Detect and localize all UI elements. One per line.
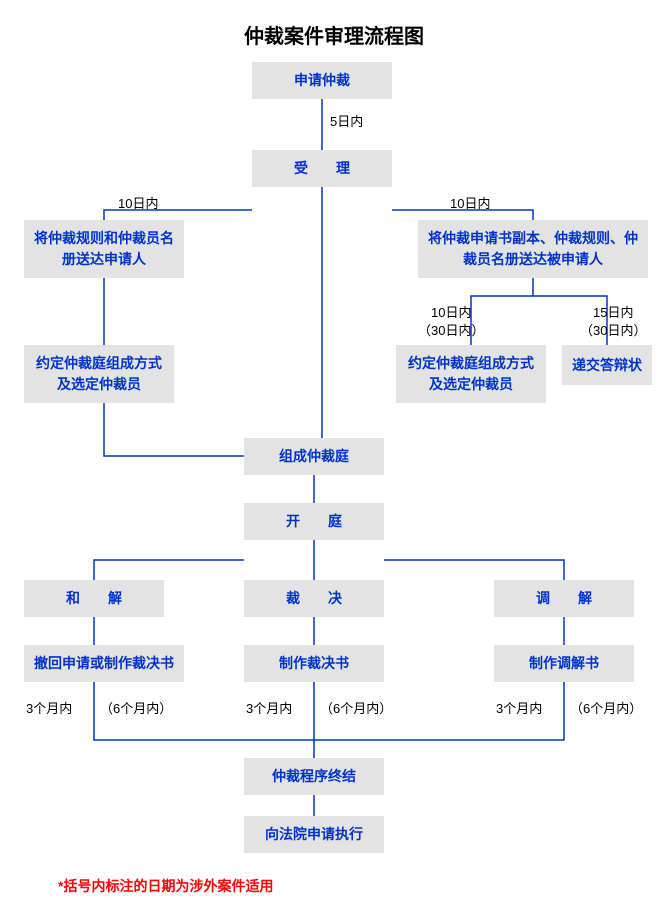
flow-node-n4: 将仲裁申请书副本、仲裁规则、仲裁员名册送达被申请人 <box>418 220 648 278</box>
flow-node-n11: 裁 决 <box>244 580 384 617</box>
edge-label-e4: 10日内（30日内） <box>418 304 484 340</box>
edge-label-e10: 3个月内 <box>496 700 542 718</box>
edge-label-e1: 5日内 <box>330 113 363 131</box>
flow-node-n14: 制作裁决书 <box>244 645 384 682</box>
flow-node-n10: 和 解 <box>24 580 164 617</box>
page-title: 仲裁案件审理流程图 <box>0 20 668 49</box>
flow-node-n5: 约定仲裁庭组成方式及选定仲裁员 <box>24 345 174 403</box>
flow-node-n6: 约定仲裁庭组成方式及选定仲裁员 <box>396 345 546 403</box>
flow-node-n16: 仲裁程序终结 <box>244 758 384 795</box>
edge-label-e6: 3个月内 <box>26 700 72 718</box>
edge-label-e3: 10日内 <box>450 195 490 213</box>
footnote: *括号内标注的日期为涉外案件适用 <box>58 876 273 896</box>
edge <box>104 403 244 456</box>
edge <box>384 560 564 580</box>
flow-node-n9: 开 庭 <box>244 503 384 540</box>
flow-node-n17: 向法院申请执行 <box>244 816 384 853</box>
edge-label-e7: （6个月内） <box>100 700 172 718</box>
flow-node-n8: 组成仲裁庭 <box>244 438 384 475</box>
flow-node-n3: 将仲裁规则和仲裁员名册送达申请人 <box>24 220 184 278</box>
flow-node-n12: 调 解 <box>494 580 634 617</box>
edge-label-e5: 15日内（30日内） <box>580 304 646 340</box>
edge-label-e9: （6个月内） <box>320 700 392 718</box>
flow-node-n2: 受 理 <box>252 150 392 187</box>
flow-node-n1: 申请仲裁 <box>252 62 392 99</box>
flow-node-n15: 制作调解书 <box>494 645 634 682</box>
edge-label-e8: 3个月内 <box>246 700 292 718</box>
edge-label-e11: （6个月内） <box>570 700 642 718</box>
flow-node-n7: 递交答辩状 <box>562 345 652 385</box>
edge-label-e2: 10日内 <box>118 195 158 213</box>
edge <box>94 560 244 580</box>
flow-node-n13: 撤回申请或制作裁决书 <box>24 645 184 682</box>
